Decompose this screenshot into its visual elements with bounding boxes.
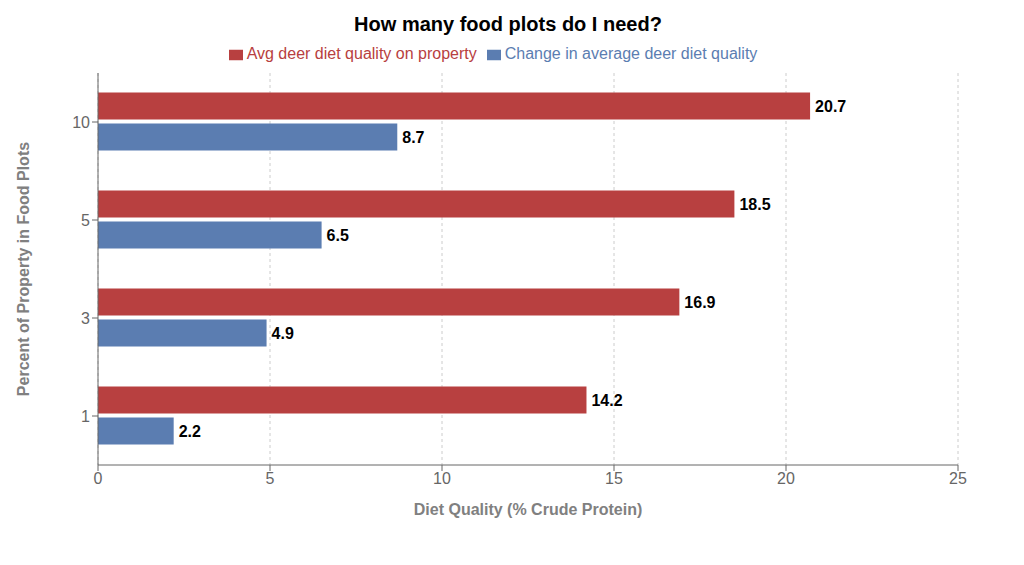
svg-text:6.5: 6.5 [327, 227, 349, 244]
html-text:Change in average deer diet qu: Change in average deer diet quality [504, 45, 758, 62]
svg-text:18.5: 18.5 [739, 196, 770, 213]
svg-text:8.7: 8.7 [402, 129, 424, 146]
svg-text:5: 5 [266, 470, 275, 487]
svg-text:14.2: 14.2 [591, 392, 622, 409]
svg-text:2.2: 2.2 [179, 423, 201, 440]
svg-text:4.9: 4.9 [272, 325, 294, 342]
svg-text:15: 15 [605, 470, 623, 487]
html-text:Avg deer diet quality on prope: Avg deer diet quality on property [246, 45, 477, 62]
svg-text:25: 25 [949, 470, 967, 487]
svg-text:10: 10 [433, 470, 451, 487]
svg-text:20: 20 [777, 470, 795, 487]
svg-text:10: 10 [72, 114, 90, 131]
svg-text:3: 3 [81, 310, 90, 327]
svg-text:Percent of Property in Food Pl: Percent of Property in Food Plots [15, 142, 32, 396]
svg-text:1: 1 [81, 408, 90, 425]
svg-text:20.7: 20.7 [815, 98, 846, 115]
html-text:How many food plots do I need?: How many food plots do I need? [354, 13, 662, 35]
svg-text:Diet Quality (% Crude Protein): Diet Quality (% Crude Protein) [414, 501, 642, 518]
svg-text:16.9: 16.9 [684, 294, 715, 311]
svg-text:0: 0 [94, 470, 103, 487]
svg-text:5: 5 [81, 212, 90, 229]
